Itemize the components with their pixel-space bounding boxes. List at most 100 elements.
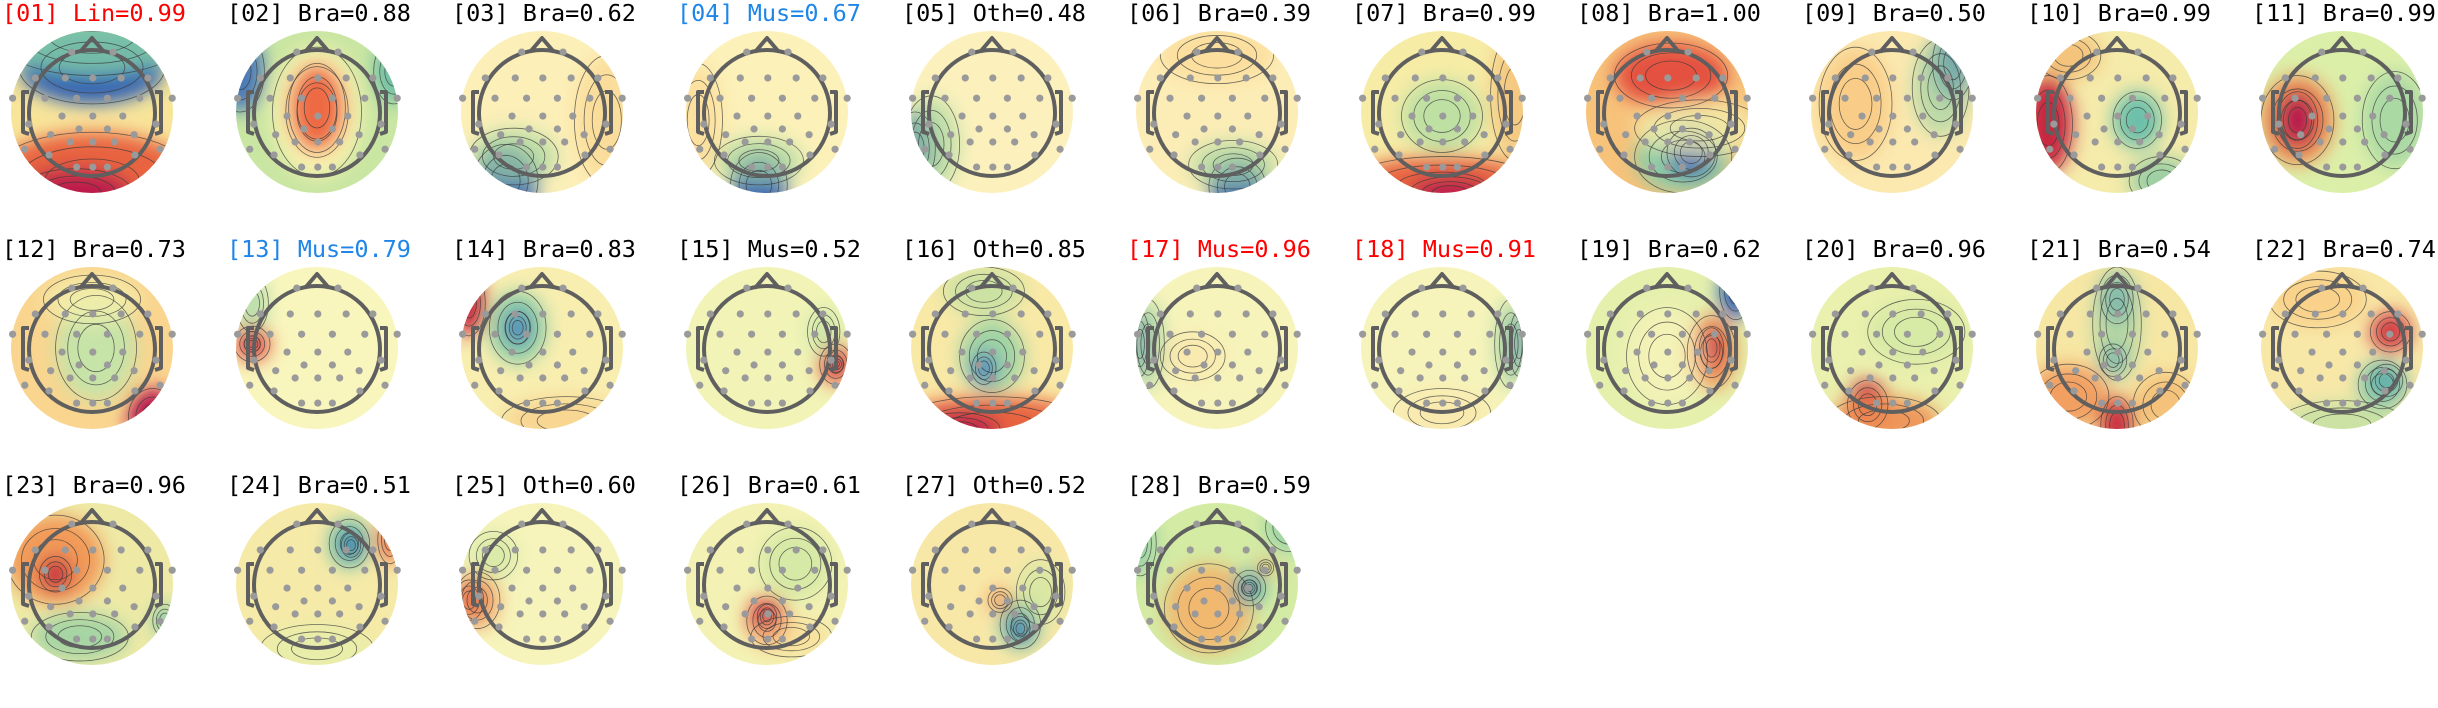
electrode-dot (156, 145, 164, 153)
electrode-dot (459, 330, 467, 338)
electrode-dot (594, 310, 602, 318)
component-panel: [21] Bra=0.54 (2025, 235, 2250, 472)
electrode-dot (2070, 151, 2078, 159)
electrode-dot (1214, 310, 1222, 318)
contour-line (1013, 619, 1028, 638)
nose-icon (1653, 272, 1681, 290)
electrode-dot (89, 610, 97, 618)
electrode-dot (342, 74, 350, 82)
electrode-dot (586, 94, 594, 102)
electrode-dot (1411, 74, 1419, 82)
electrode-dot (567, 546, 575, 554)
electrode-dot (1200, 361, 1208, 369)
electrode-dot (1684, 48, 1692, 56)
electrode-dot (1821, 145, 1829, 153)
electrode-dot (1678, 94, 1686, 102)
electrode-dot (1003, 330, 1011, 338)
ear-icon (829, 562, 838, 608)
ear-icon (2179, 326, 2188, 372)
contour-line (135, 396, 171, 429)
electrode-dot (1439, 374, 1447, 382)
electrode-dot (1494, 310, 1502, 318)
electrode-dot (2394, 74, 2402, 82)
electrodes (459, 520, 626, 643)
electrode-dot (1596, 381, 1604, 389)
component-panel: [26] Bra=0.61 (675, 471, 900, 708)
electrode-dot (1606, 310, 1614, 318)
component-panel: [19] Bra=0.62 (1575, 235, 1800, 472)
electrode-dot (58, 112, 66, 120)
electrode-dot (1011, 138, 1019, 146)
electrode-dot (117, 310, 125, 318)
electrode-dot (553, 597, 561, 605)
nose-icon (528, 508, 556, 526)
electrode-dot (1911, 138, 1919, 146)
electrode-dot (1439, 138, 1447, 146)
electrode-dot (246, 381, 254, 389)
electrode-dot (61, 546, 69, 554)
electrode-dot (58, 348, 66, 356)
electrode-dot (1044, 546, 1052, 554)
component-title: [12] Bra=0.73 (2, 235, 186, 263)
electrode-dot (508, 348, 516, 356)
electrode-dot (2066, 330, 2074, 338)
electrode-dot (2144, 348, 2152, 356)
electrode-dot (811, 94, 819, 102)
electrode-dot (1919, 348, 1927, 356)
electrode-dot (1596, 145, 1604, 153)
head-outline (696, 36, 838, 178)
electrode-dot (2367, 310, 2375, 318)
electrode-dot (1453, 125, 1461, 133)
electrode-dot (130, 367, 138, 375)
electrode-dot (561, 374, 569, 382)
contour-line (1240, 579, 1258, 597)
electrode-dot (975, 361, 983, 369)
electrode-dot (1889, 310, 1897, 318)
electrode-dot (778, 94, 786, 102)
electrode-dot (2353, 94, 2361, 102)
electrode-dot (1423, 94, 1431, 102)
electrode-dot (2291, 330, 2299, 338)
electrode-dot (1150, 356, 1158, 364)
electrode-dot (1193, 520, 1201, 528)
electrode-dot (393, 94, 401, 102)
electrode-dot (2177, 120, 2185, 128)
electrode-dot (580, 367, 588, 375)
electrode-dot (75, 125, 83, 133)
electrode-dot (270, 151, 278, 159)
electrode-dot (328, 330, 336, 338)
electrode-dot (2128, 163, 2136, 171)
electrode-dot (2193, 330, 2201, 338)
electrode-dot (1044, 310, 1052, 318)
electrode-dot (1256, 151, 1264, 159)
electrode-dot (136, 330, 144, 338)
ear-icon (1596, 326, 1605, 372)
electrode-dot (45, 623, 53, 631)
ear-icon (921, 562, 930, 608)
contour-line (47, 565, 64, 583)
contour-line (1634, 99, 1748, 157)
electrode-dot (109, 520, 117, 528)
ear-icon (1279, 326, 1288, 372)
contour-line (1015, 622, 1026, 635)
topomap (1359, 267, 1526, 429)
electrode-dot (843, 566, 851, 574)
electrode-dot (342, 546, 350, 554)
contour-line (303, 87, 331, 129)
electrode-dot (1418, 284, 1426, 292)
electrode-dot (1236, 610, 1244, 618)
electrode-dot (47, 131, 55, 139)
electrode-dot (2134, 284, 2142, 292)
electrode-dot (2114, 74, 2122, 82)
electrode-dot (1845, 151, 1853, 159)
electrode-dot (1256, 387, 1264, 395)
electrode-dot (618, 566, 626, 574)
contour-line (1838, 77, 1873, 130)
electrode-dot (1743, 94, 1751, 102)
electrodes (2259, 284, 2426, 407)
electrode-dot (581, 623, 589, 631)
electrode-dot (764, 74, 772, 82)
electrode-dot (66, 374, 74, 382)
ear-icon (379, 562, 388, 608)
contour-line (21, 528, 90, 592)
